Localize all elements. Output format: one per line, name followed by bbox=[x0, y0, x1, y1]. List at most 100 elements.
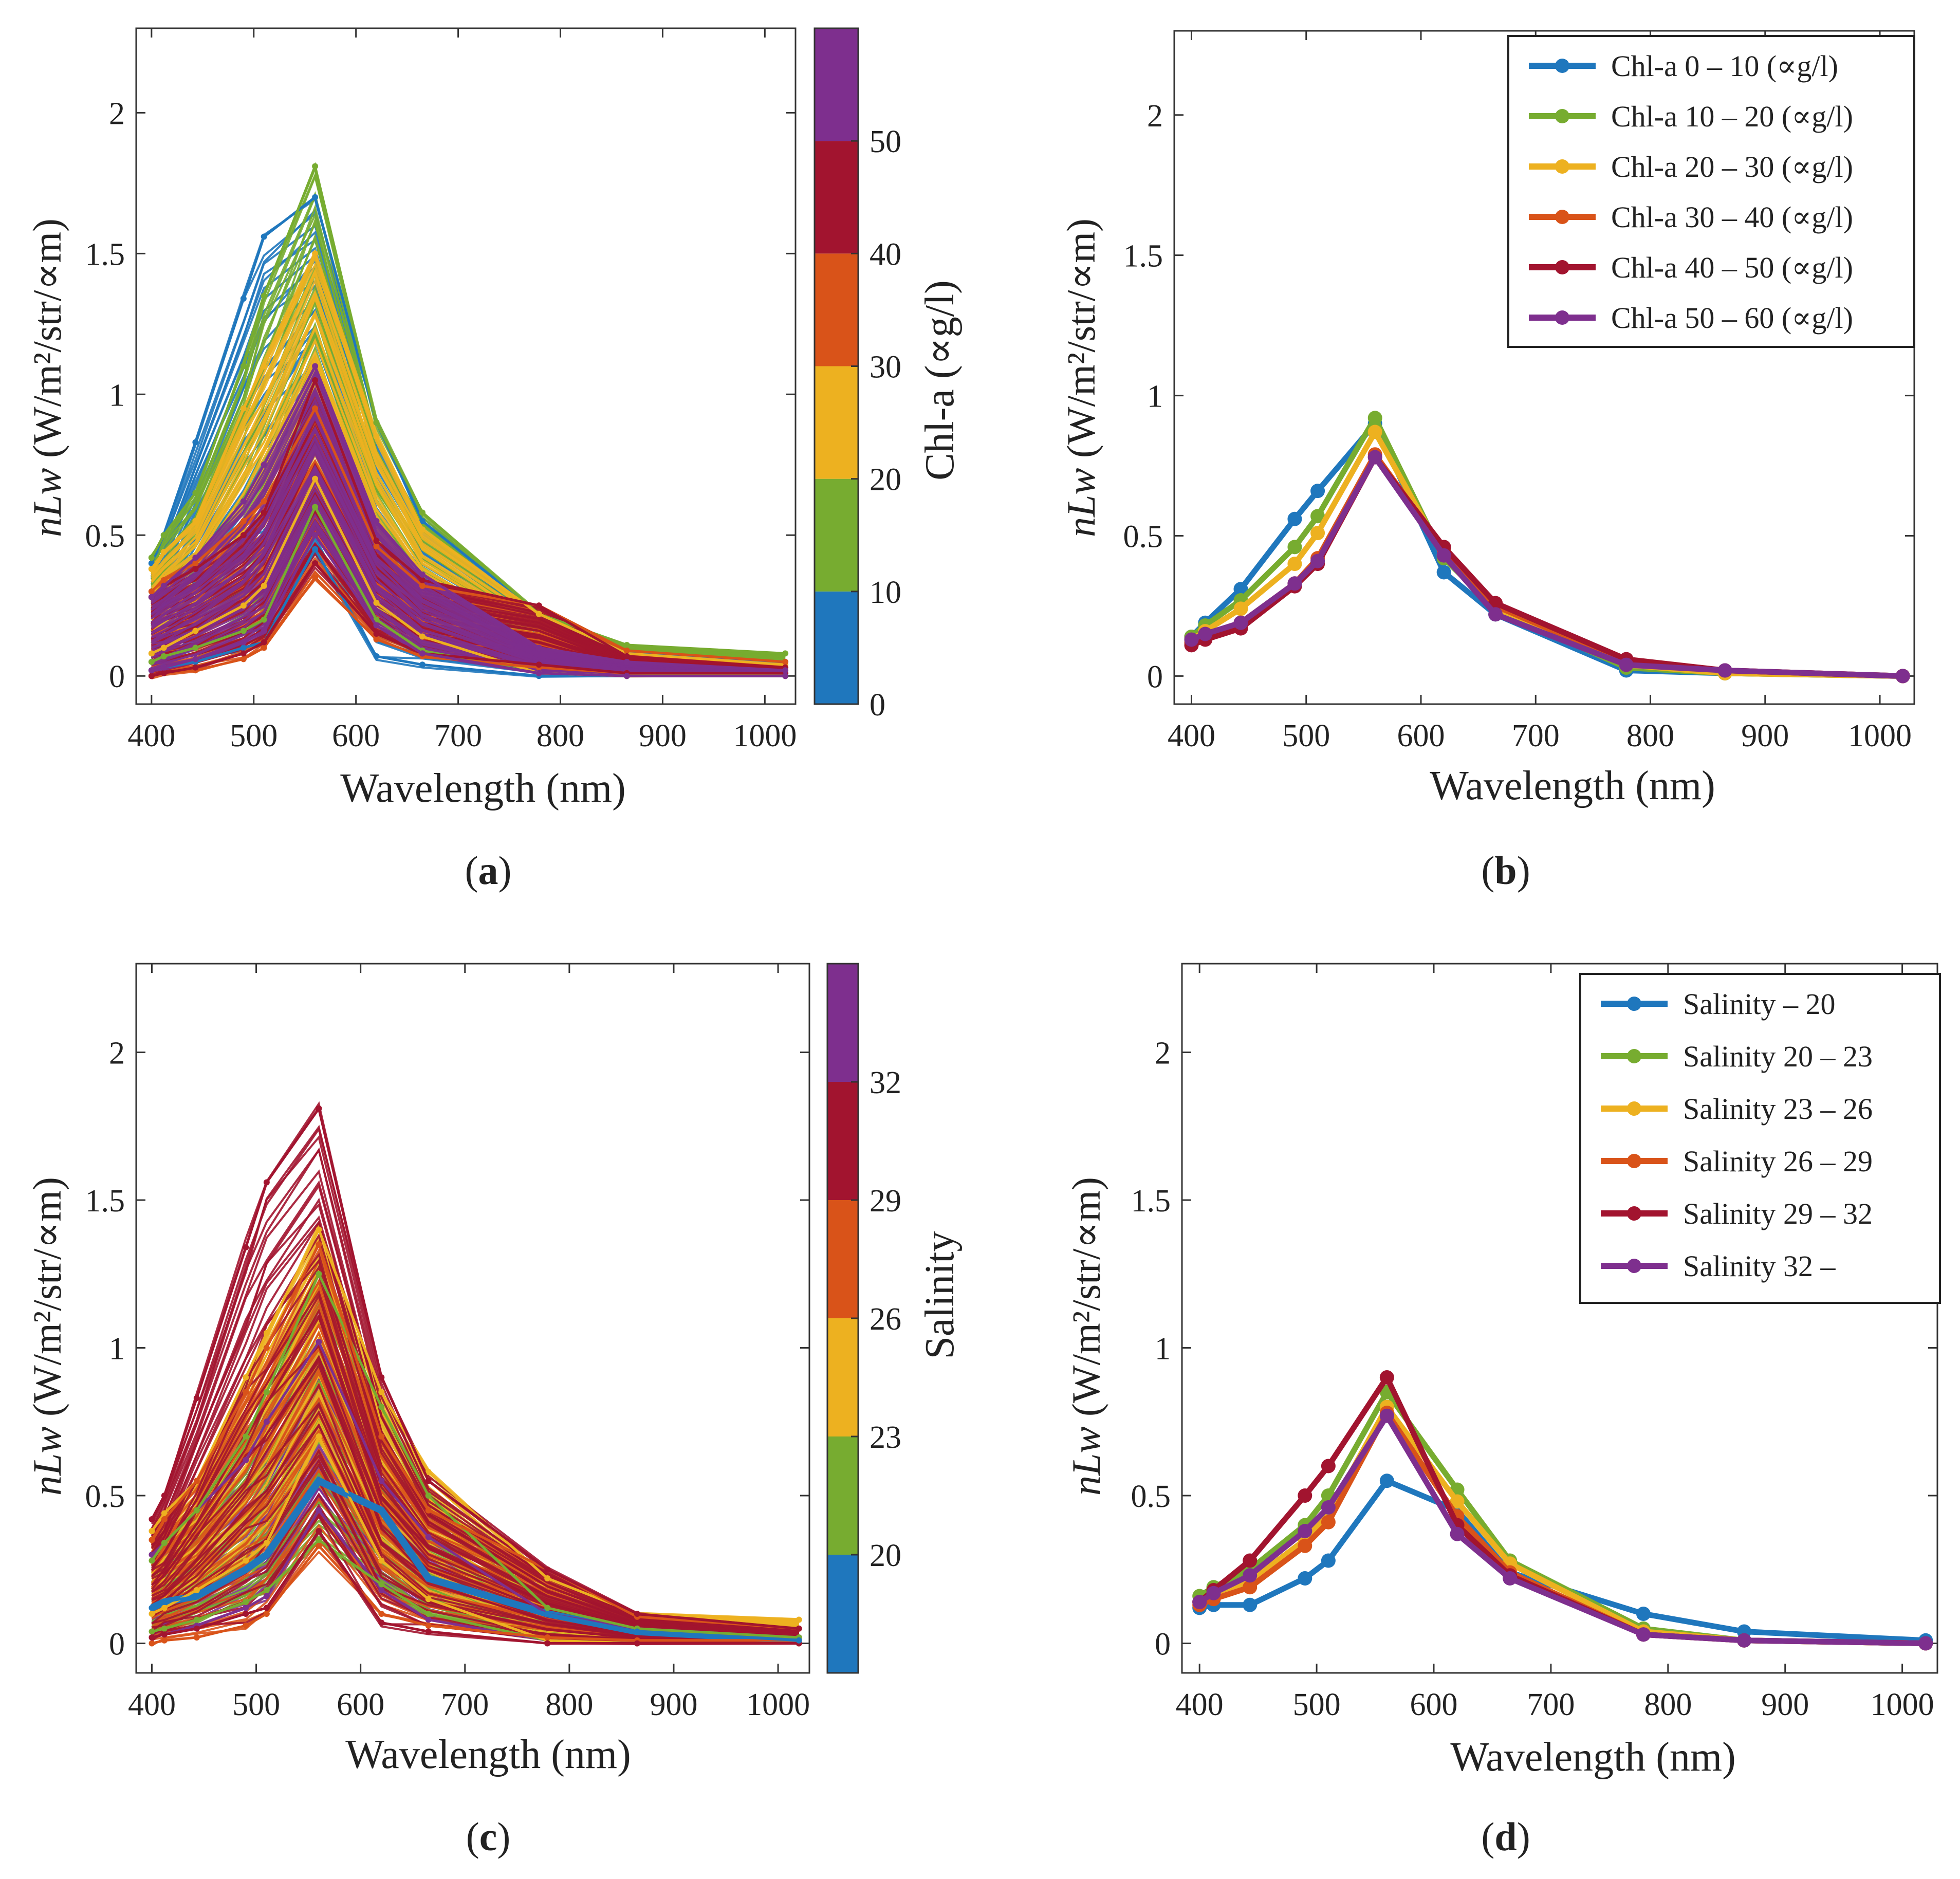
panel-c-data-point bbox=[378, 1611, 385, 1617]
panel-d-ylabel-units: (W/m²/str/∝m) bbox=[1064, 1177, 1108, 1416]
panel-a-data-point bbox=[192, 555, 199, 561]
colorbar-tick-label: 50 bbox=[870, 124, 901, 159]
panel-c-data-point bbox=[544, 1605, 551, 1611]
panel-b-ytick-label: 1.5 bbox=[1123, 239, 1163, 274]
panel-c: nLw (W/m²/str/∝m) 400 500 600 700 800 900 1000… bbox=[25, 963, 963, 1859]
panel-c-spectrum-line bbox=[151, 1293, 799, 1636]
panel-a-data-point bbox=[782, 650, 789, 657]
panel-a-data-point bbox=[312, 504, 319, 510]
panel-c-xtick-label: 900 bbox=[650, 1687, 697, 1722]
panel-a-ytick-label: 1 bbox=[109, 378, 125, 413]
panel-a-data-point bbox=[373, 538, 380, 544]
panel-a-data-point bbox=[148, 594, 155, 600]
panel-d-data-point bbox=[1192, 1595, 1207, 1609]
panel-a-data-point bbox=[261, 462, 267, 468]
panel-a-data-point bbox=[240, 628, 247, 634]
legend-box bbox=[1579, 973, 1941, 1304]
panel-c-data-point bbox=[544, 1611, 551, 1617]
panel-a-data-point bbox=[192, 664, 199, 671]
panel-b-data-point bbox=[1310, 509, 1325, 524]
panel-a-xtick-label: 500 bbox=[230, 719, 278, 753]
panel-b-ytick-label: 2 bbox=[1147, 99, 1163, 134]
panel-a-data-point bbox=[312, 163, 319, 170]
panel-d-data-point bbox=[1321, 1515, 1336, 1530]
panel-a-data-point bbox=[160, 577, 167, 583]
panel-a-data-point bbox=[148, 658, 155, 665]
panel-a-ytick-label: 0 bbox=[109, 659, 125, 694]
colorbar-tick-label: 20 bbox=[870, 1538, 901, 1573]
colorbar-band bbox=[827, 1082, 858, 1200]
panel-d-xlabel: Wavelength (nm) bbox=[1450, 1735, 1736, 1780]
panel-a-data-point bbox=[419, 661, 426, 668]
panel-a-xlabel: Wavelength (nm) bbox=[340, 766, 626, 811]
panel-a-data-point bbox=[240, 650, 247, 657]
panel-c-data-point bbox=[425, 1623, 432, 1629]
panel-c-spectrum-line bbox=[151, 1402, 799, 1639]
panel-b-xtick-label: 500 bbox=[1282, 719, 1330, 753]
panel-a-data-point bbox=[240, 296, 247, 302]
panel-b-caption-letter: b bbox=[1494, 848, 1517, 893]
panel-c-colorbar: 20 23 26 29 32 bbox=[826, 963, 901, 1674]
legend-box bbox=[1507, 35, 1915, 348]
colorbar-band bbox=[827, 1200, 858, 1318]
panel-d-xtick-label: 1000 bbox=[1871, 1687, 1934, 1722]
panel-c-data-point bbox=[634, 1640, 640, 1647]
panel-b-data-point bbox=[1310, 554, 1325, 568]
panel-a-data-point bbox=[240, 644, 247, 651]
panel-a-data-point bbox=[373, 631, 380, 637]
panel-a-data-point bbox=[419, 518, 426, 524]
panel-a-data-point bbox=[148, 555, 155, 561]
legend-marker-swatch bbox=[1555, 210, 1569, 224]
panel-c-data-point bbox=[378, 1374, 385, 1380]
panel-d-ytick-label: 2 bbox=[1155, 1036, 1171, 1071]
panel-c-plot: 400 500 600 700 800 900 1000 0 0.5 1 1.5 2 bbox=[85, 963, 810, 1722]
panel-d-ytick-label: 1.5 bbox=[1131, 1184, 1171, 1219]
legend-entry-label: Salinity – 20 bbox=[1683, 987, 1835, 1021]
panel-c-data-point bbox=[193, 1587, 200, 1593]
panel-c-xlabel: Wavelength (nm) bbox=[345, 1732, 631, 1777]
legend-entry-label: Chl-a 20 – 30 (∝g/l) bbox=[1611, 150, 1853, 183]
panel-c-spectrum-line bbox=[151, 1180, 799, 1632]
panel-b-data-point bbox=[1619, 657, 1634, 672]
panel-c-data-point bbox=[425, 1534, 432, 1540]
panel-b-data-point bbox=[1287, 540, 1302, 555]
panel-a-data-point bbox=[419, 633, 426, 640]
panel-a-data-point bbox=[192, 560, 199, 567]
panel-d-data-point bbox=[1298, 1524, 1312, 1538]
panel-c-data-point bbox=[425, 1507, 432, 1514]
panel-c-xtick-label: 1000 bbox=[746, 1687, 810, 1722]
panel-a-data-point bbox=[261, 509, 267, 516]
panel-b-data-point bbox=[1287, 557, 1302, 572]
colorbar-tick-label: 10 bbox=[870, 575, 901, 610]
colorbar-tick-label: 20 bbox=[870, 463, 901, 498]
panel-c-data-point bbox=[243, 1611, 249, 1617]
colorbar-band bbox=[827, 1318, 858, 1436]
legend-entry-label: Chl-a 50 – 60 (∝g/l) bbox=[1611, 301, 1853, 335]
panel-c-data-point bbox=[316, 1507, 322, 1514]
panel-c-xtick-label: 500 bbox=[232, 1687, 280, 1722]
panel-c-ylabel: nLw (W/m²/str/∝m) bbox=[25, 1177, 69, 1496]
panel-b-data-point bbox=[1233, 601, 1248, 616]
legend-entry-label: Salinity 32 – bbox=[1683, 1249, 1836, 1283]
panel-c-caption-letter: c bbox=[479, 1814, 497, 1859]
panel-c-data-point bbox=[263, 1330, 270, 1336]
panel-c-data-point bbox=[149, 1605, 155, 1611]
panel-c-data-point bbox=[193, 1593, 200, 1599]
colorbar-tick-label: 40 bbox=[870, 237, 901, 272]
panel-a-data-point bbox=[782, 658, 789, 665]
panel-c-data-point bbox=[263, 1593, 270, 1599]
colorbar-tick-label: 30 bbox=[870, 350, 901, 385]
panel-c-data-point bbox=[243, 1374, 249, 1380]
panel-c-data-point bbox=[425, 1493, 432, 1499]
panel-d-data-point bbox=[1450, 1494, 1465, 1509]
panel-a-data-point bbox=[160, 532, 167, 539]
panel-b-ytick-label: 0.5 bbox=[1123, 520, 1163, 555]
panel-d-ytick-label: 1 bbox=[1155, 1332, 1171, 1367]
panel-b-ylabel: nLw (W/m²/str/∝m) bbox=[1059, 218, 1103, 537]
panel-c-data-point bbox=[544, 1575, 551, 1581]
panel-a-data-point bbox=[240, 498, 247, 505]
panel-c-data-point bbox=[243, 1566, 249, 1573]
panel-c-data-point bbox=[193, 1634, 200, 1641]
panel-a-data-point bbox=[312, 194, 319, 200]
